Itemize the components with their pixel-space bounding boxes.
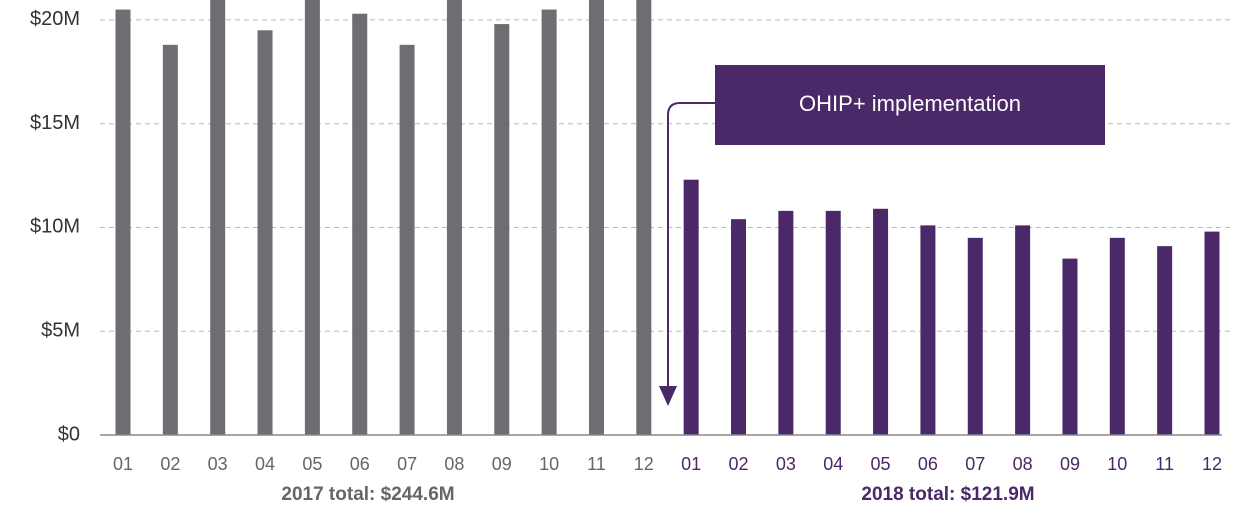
x-tick-label: 02 [729, 454, 749, 474]
arrow-head [659, 386, 677, 406]
x-tick-label: 01 [113, 454, 133, 474]
bar [1204, 231, 1220, 435]
bar [541, 9, 557, 436]
labels: $0 $5M $10M $15M $20M 01 02 03 04 05 06 07 08 09 10 11 1… [30, 8, 1222, 474]
x-tick-label: 10 [1107, 454, 1127, 474]
x-tick-label: 04 [823, 454, 843, 474]
x-tick-label: 02 [160, 454, 180, 474]
bar [257, 30, 273, 436]
bar [352, 13, 368, 436]
bar [1157, 246, 1173, 435]
bar [636, 0, 652, 436]
x-tick-label: 07 [397, 454, 417, 474]
bar [920, 225, 936, 435]
bar [825, 210, 841, 435]
bar [873, 208, 889, 435]
bar [1015, 225, 1031, 435]
x-tick-label: 12 [634, 454, 654, 474]
bar [967, 237, 983, 435]
x-tick-label: 08 [1013, 454, 1033, 474]
x-tick-label: 09 [1060, 454, 1080, 474]
y-tick-label: $20M [30, 8, 80, 30]
bar [304, 0, 320, 436]
annotation-arrow [667, 102, 715, 388]
y-tick-label: $10M [30, 216, 80, 238]
group-label: 2018 total: $121.9M [861, 484, 1034, 505]
x-tick-label: 06 [350, 454, 370, 474]
bar [778, 210, 794, 435]
bar [162, 44, 178, 435]
x-tick-label: 03 [776, 454, 796, 474]
group-label: 2017 total: $244.6M [281, 484, 454, 505]
bar [1062, 258, 1078, 435]
bar [446, 0, 462, 436]
x-tick-label: 09 [492, 454, 512, 474]
x-tick-label: 12 [1202, 454, 1222, 474]
y-tick-label: $15M [30, 112, 80, 134]
bar [588, 0, 604, 436]
bar [210, 0, 226, 436]
annotation-box [715, 65, 1105, 145]
x-tick-label: 04 [255, 454, 275, 474]
bar [494, 24, 510, 435]
bar [115, 9, 131, 436]
x-tick-label: 05 [871, 454, 891, 474]
annotation-text: OHIP+ implementation [799, 91, 1021, 116]
x-tick-label: 07 [965, 454, 985, 474]
x-tick-label: 11 [587, 454, 606, 474]
x-tick-label: 01 [681, 454, 701, 474]
bar [683, 179, 699, 435]
x-tick-label: 03 [208, 454, 228, 474]
bar [399, 44, 415, 435]
bar [1109, 237, 1125, 435]
x-tick-label: 05 [302, 454, 322, 474]
x-tick-label: 10 [539, 454, 559, 474]
x-tick-label: 11 [1155, 454, 1174, 474]
y-tick-label: $5M [41, 320, 80, 342]
bar [731, 219, 747, 435]
y-tick-label: $0 [58, 423, 80, 445]
x-tick-label: 08 [444, 454, 464, 474]
bars [115, 0, 1220, 436]
x-tick-label: 06 [918, 454, 938, 474]
